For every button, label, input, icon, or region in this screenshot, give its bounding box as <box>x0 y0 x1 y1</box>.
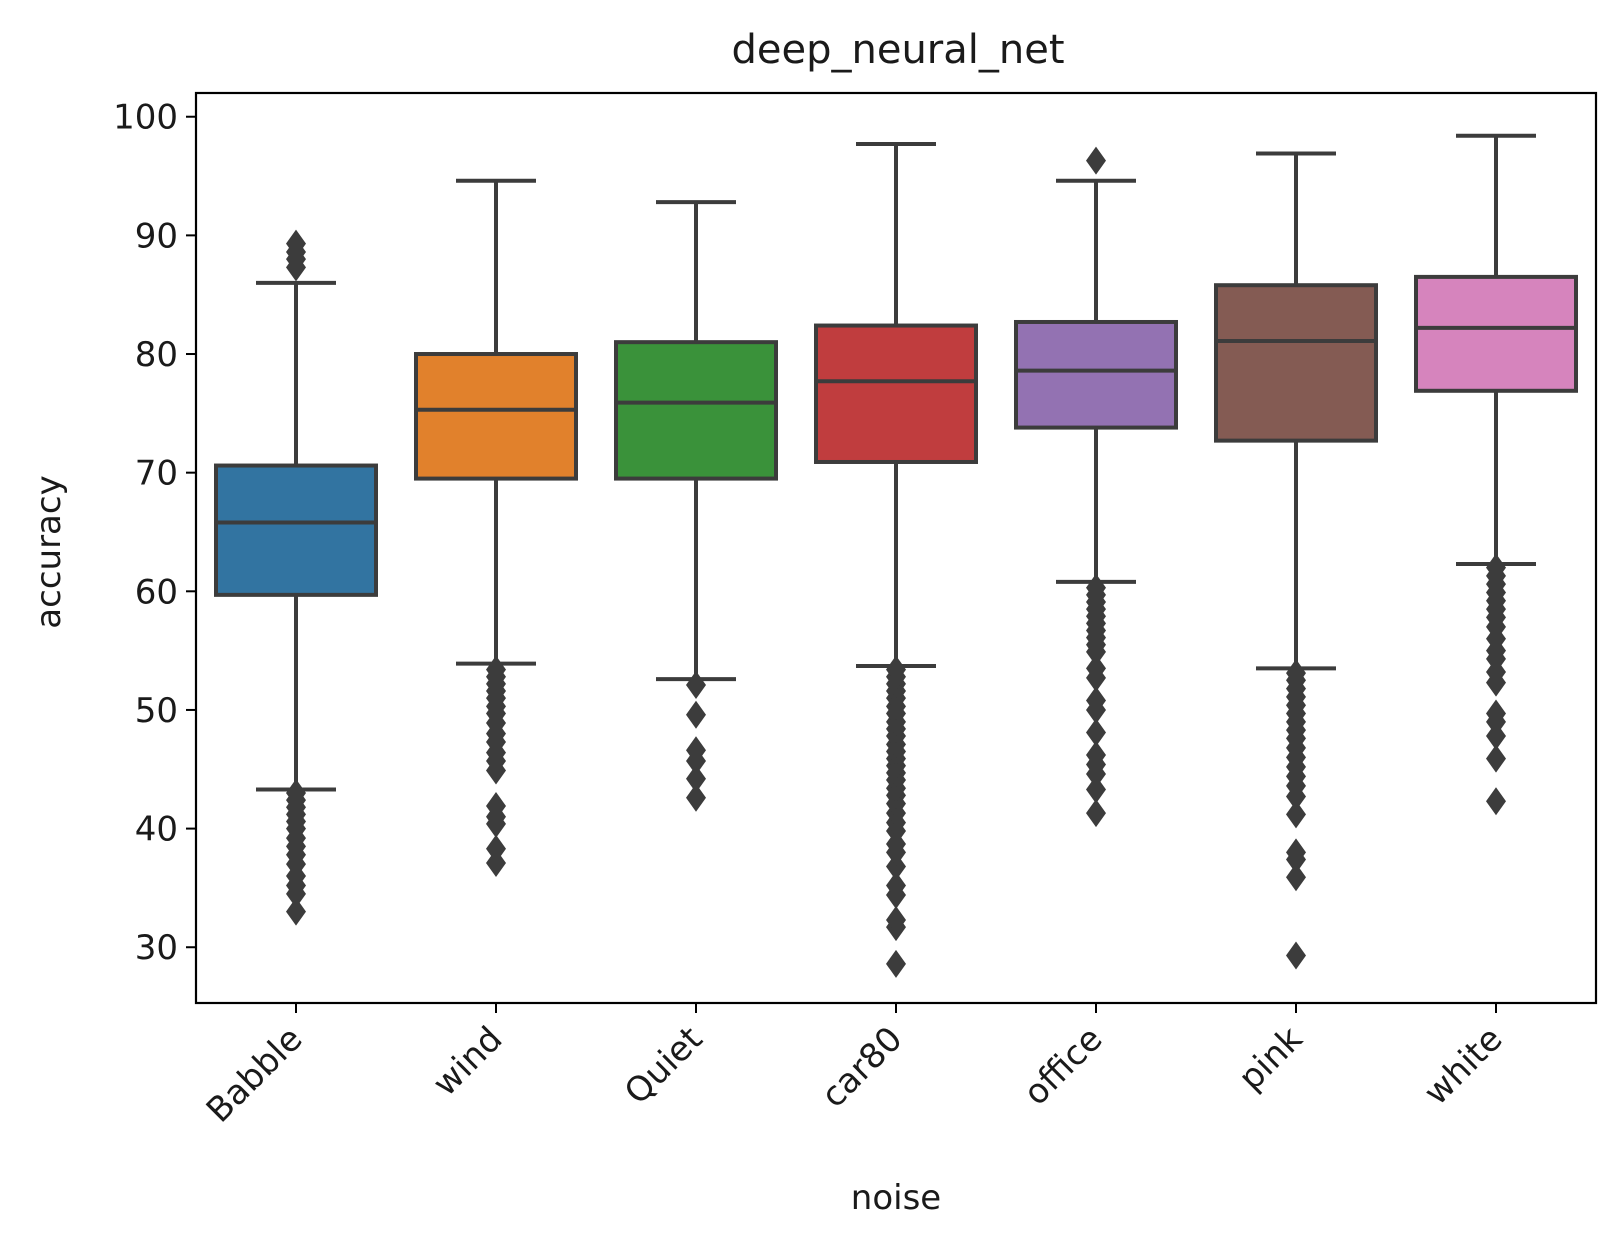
box-iqr <box>1014 319 1178 430</box>
outlier-point <box>1286 838 1306 867</box>
box-iqr <box>214 463 378 597</box>
box-group <box>214 229 378 926</box>
chart-title: deep_neural_net <box>731 27 1064 73</box>
box-group <box>1414 133 1578 816</box>
outlier-point <box>1086 799 1106 828</box>
outlier-point <box>686 700 706 729</box>
y-tick-label: 60 <box>135 572 178 612</box>
outlier-point <box>1086 146 1106 175</box>
outlier-point <box>686 783 706 812</box>
outlier-point <box>686 736 706 765</box>
outlier-point <box>286 897 306 926</box>
outlier-point <box>286 779 306 807</box>
outlier-point <box>686 671 706 700</box>
outlier-point <box>886 905 906 934</box>
box-iqr <box>814 323 978 464</box>
outlier-point <box>1286 863 1306 892</box>
boxes-layer <box>214 133 1578 978</box>
box-iqr <box>414 352 578 481</box>
box-group <box>1214 151 1378 970</box>
outlier-point <box>886 871 906 900</box>
outlier-point <box>1486 699 1506 728</box>
y-axis: 30 40 50 60 70 80 90 100 <box>113 98 196 968</box>
box-group <box>614 200 778 812</box>
outlier-point <box>1086 654 1106 683</box>
box-iqr <box>1414 274 1578 393</box>
outlier-point <box>886 949 906 978</box>
outlier-point <box>1486 744 1506 773</box>
y-tick-label: 50 <box>135 691 178 731</box>
outlier-point <box>1286 659 1306 688</box>
outlier-point <box>1086 686 1106 715</box>
y-tick-label: 90 <box>135 216 178 256</box>
outlier-point <box>1486 787 1506 816</box>
y-axis-label: accuracy <box>29 475 69 628</box>
box-group <box>414 178 578 877</box>
y-tick-label: 100 <box>113 98 178 138</box>
outlier-point <box>286 229 306 258</box>
outlier-point <box>1086 718 1106 747</box>
outlier-point <box>486 834 506 863</box>
outlier-point <box>886 852 906 881</box>
outlier-point <box>486 849 506 877</box>
y-tick-label: 30 <box>135 928 178 968</box>
box-group <box>814 142 978 978</box>
box-iqr <box>614 340 778 481</box>
outlier-point <box>486 655 506 684</box>
box-group <box>1014 146 1178 828</box>
outlier-point <box>1086 775 1106 804</box>
outlier-point <box>1486 553 1506 582</box>
outlier-point <box>1086 573 1106 602</box>
outlier-point <box>1486 722 1506 751</box>
y-tick-label: 80 <box>135 335 178 375</box>
y-tick-label: 40 <box>135 810 178 850</box>
y-tick-label: 70 <box>135 454 178 494</box>
outlier-point <box>1086 741 1106 770</box>
box-iqr <box>1214 283 1378 443</box>
x-axis-label: noise <box>851 1178 941 1218</box>
outlier-point <box>686 764 706 793</box>
outlier-point <box>1286 800 1306 829</box>
outlier-point <box>486 792 506 821</box>
outlier-point <box>1286 941 1306 970</box>
outlier-point <box>886 655 906 684</box>
